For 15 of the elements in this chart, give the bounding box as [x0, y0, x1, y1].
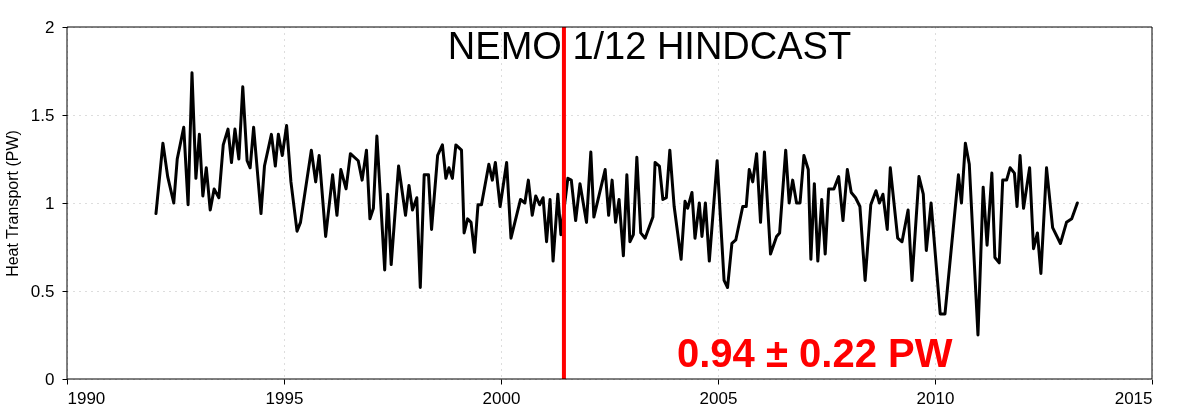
- line-series: [154, 71, 1079, 337]
- x-tick-label: 2010: [916, 388, 955, 404]
- y-tick-label: 0: [45, 369, 55, 389]
- x-tick-label: 2000: [482, 388, 521, 404]
- y-tick-label: 0.5: [30, 281, 55, 301]
- y-tick-label: 1: [45, 193, 55, 213]
- x-tick-label: 2005: [699, 388, 738, 404]
- x-tick-label: 1995: [265, 388, 304, 404]
- y-axis-title: Heat Transport (PW): [3, 130, 21, 277]
- annotation: 0.94 ± 0.22 PW: [677, 331, 953, 375]
- chart-title: NEMO 1/12 HINDCAST: [447, 25, 852, 67]
- x-tick-label: 1990: [67, 388, 106, 404]
- y-tick-label: 2: [45, 17, 55, 37]
- x-tick-label: 2015: [1114, 388, 1153, 404]
- y-tick-label: 1.5: [30, 105, 55, 125]
